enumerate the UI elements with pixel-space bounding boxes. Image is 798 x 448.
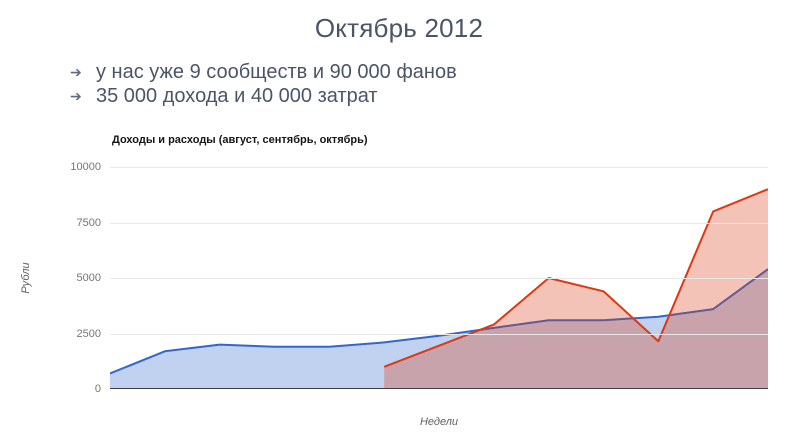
blue-series-line	[110, 268, 768, 375]
y-tick-label: 2500	[76, 328, 101, 340]
arrow-bullet-icon: ➔	[70, 88, 82, 104]
y-tick-label: 5000	[76, 272, 101, 284]
bullet-text: 35 000 дохода и 40 000 затрат	[96, 85, 378, 107]
arrow-bullet-icon: ➔	[70, 64, 82, 80]
gridline	[110, 223, 768, 224]
gridline	[110, 167, 768, 168]
red-series-area	[384, 189, 768, 389]
y-axis-ticks: 0 2500 5000 7500 10000	[0, 161, 101, 395]
y-tick-label: 10000	[70, 161, 101, 173]
x-axis-baseline	[110, 388, 768, 389]
bullet-list: ➔ у нас уже 9 сообществ и 90 000 фанов ➔…	[70, 61, 457, 109]
x-axis-label: Недели	[419, 416, 459, 428]
area-chart-svg	[110, 188, 768, 389]
bullet-item: ➔ 35 000 дохода и 40 000 затрат	[70, 85, 457, 109]
plot-area	[110, 167, 768, 389]
red-series-line	[383, 188, 768, 368]
y-tick-label: 0	[94, 383, 101, 395]
y-tick-label: 7500	[76, 217, 101, 229]
chart-title: Доходы и расходы (август, сентябрь, октя…	[112, 134, 368, 146]
gridline	[110, 334, 768, 335]
slide-title: Октябрь 2012	[314, 13, 484, 43]
bullet-text: у нас уже 9 сообществ и 90 000 фанов	[96, 61, 457, 83]
blue-series-area	[110, 269, 768, 389]
gridline	[110, 278, 768, 279]
bullet-item: ➔ у нас уже 9 сообществ и 90 000 фанов	[70, 61, 457, 85]
